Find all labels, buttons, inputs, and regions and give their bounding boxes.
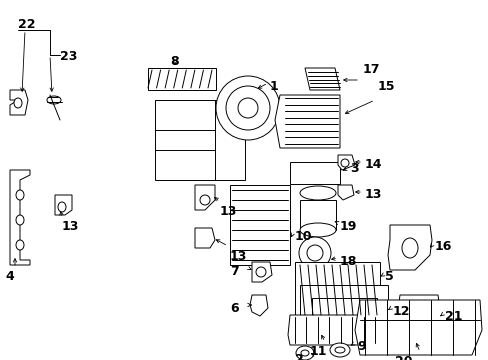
Text: 5: 5 xyxy=(384,270,393,283)
Polygon shape xyxy=(287,315,381,345)
Polygon shape xyxy=(397,295,439,328)
Bar xyxy=(311,298,376,333)
Polygon shape xyxy=(195,185,215,210)
Ellipse shape xyxy=(58,202,66,212)
Ellipse shape xyxy=(16,215,24,225)
Text: 4: 4 xyxy=(5,270,14,283)
Ellipse shape xyxy=(299,186,335,200)
Text: 8: 8 xyxy=(170,55,179,68)
Polygon shape xyxy=(305,68,339,90)
Ellipse shape xyxy=(47,96,61,104)
Ellipse shape xyxy=(409,304,425,320)
Bar xyxy=(229,185,289,265)
Bar xyxy=(289,162,339,184)
Polygon shape xyxy=(387,225,431,270)
Ellipse shape xyxy=(200,195,209,205)
Ellipse shape xyxy=(16,240,24,250)
Text: 9: 9 xyxy=(356,340,365,353)
Polygon shape xyxy=(55,195,72,215)
Text: 13: 13 xyxy=(229,250,247,263)
Polygon shape xyxy=(10,90,28,115)
Text: 10: 10 xyxy=(294,230,312,243)
Text: 16: 16 xyxy=(434,240,451,253)
Polygon shape xyxy=(10,170,30,265)
Text: 19: 19 xyxy=(339,220,357,233)
Polygon shape xyxy=(195,228,215,248)
Text: 2: 2 xyxy=(294,353,303,360)
Polygon shape xyxy=(337,185,353,200)
Text: 13: 13 xyxy=(220,205,237,218)
Text: 13: 13 xyxy=(364,188,382,201)
Bar xyxy=(294,262,379,317)
Ellipse shape xyxy=(340,159,348,167)
Ellipse shape xyxy=(301,350,308,356)
Ellipse shape xyxy=(216,76,280,140)
Ellipse shape xyxy=(256,267,265,277)
Text: 20: 20 xyxy=(394,355,412,360)
Text: 21: 21 xyxy=(444,310,462,323)
Text: 18: 18 xyxy=(339,255,357,268)
Bar xyxy=(299,285,387,340)
Ellipse shape xyxy=(14,98,22,108)
Polygon shape xyxy=(354,300,481,355)
Polygon shape xyxy=(274,95,339,148)
Bar xyxy=(155,100,244,180)
Text: 6: 6 xyxy=(229,302,238,315)
Text: 12: 12 xyxy=(392,305,409,318)
Polygon shape xyxy=(249,295,267,316)
Text: 3: 3 xyxy=(349,162,358,175)
Ellipse shape xyxy=(299,223,335,237)
Ellipse shape xyxy=(334,347,345,353)
Text: 11: 11 xyxy=(309,345,327,358)
Ellipse shape xyxy=(306,245,323,261)
Ellipse shape xyxy=(298,237,330,269)
Text: 17: 17 xyxy=(362,63,380,76)
Text: 23: 23 xyxy=(60,50,77,63)
Text: 7: 7 xyxy=(229,265,238,278)
Polygon shape xyxy=(337,155,354,170)
Text: 13: 13 xyxy=(62,220,79,233)
Ellipse shape xyxy=(16,190,24,200)
Ellipse shape xyxy=(295,346,313,360)
Ellipse shape xyxy=(329,343,349,357)
Ellipse shape xyxy=(401,238,417,258)
Text: 14: 14 xyxy=(364,158,382,171)
Text: 1: 1 xyxy=(269,80,278,93)
Ellipse shape xyxy=(238,98,258,118)
Text: 22: 22 xyxy=(18,18,36,31)
Polygon shape xyxy=(251,262,271,282)
Ellipse shape xyxy=(225,86,269,130)
Bar xyxy=(148,68,216,90)
Bar xyxy=(299,200,335,230)
Text: 15: 15 xyxy=(377,80,395,93)
